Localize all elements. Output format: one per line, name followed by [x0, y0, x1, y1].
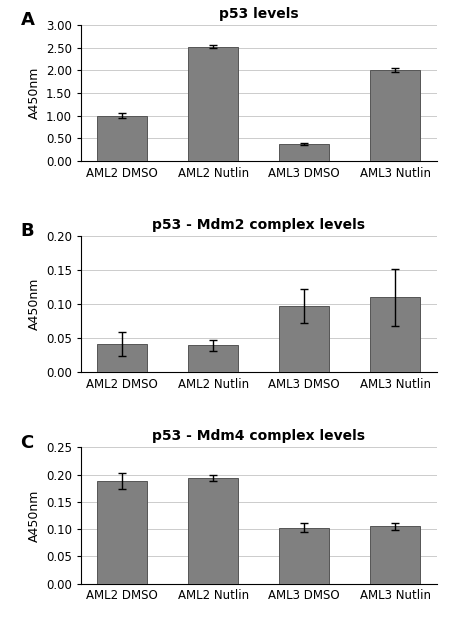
Bar	[188, 478, 238, 584]
Bar	[370, 527, 420, 584]
Bar	[370, 297, 420, 373]
Bar	[188, 47, 238, 161]
Bar	[97, 481, 147, 584]
Bar	[279, 528, 329, 584]
Text: B: B	[21, 222, 34, 240]
Bar	[97, 116, 147, 161]
Text: A: A	[21, 11, 35, 29]
Title: p53 levels: p53 levels	[219, 7, 298, 21]
Title: p53 - Mdm4 complex levels: p53 - Mdm4 complex levels	[152, 430, 365, 443]
Y-axis label: A450nm: A450nm	[27, 67, 40, 119]
Title: p53 - Mdm2 complex levels: p53 - Mdm2 complex levels	[152, 218, 365, 232]
Y-axis label: A450nm: A450nm	[27, 278, 40, 330]
Bar	[279, 144, 329, 161]
Text: C: C	[21, 434, 34, 452]
Y-axis label: A450nm: A450nm	[27, 489, 40, 542]
Bar	[370, 70, 420, 161]
Bar	[97, 344, 147, 373]
Bar	[279, 306, 329, 373]
Bar	[188, 345, 238, 373]
